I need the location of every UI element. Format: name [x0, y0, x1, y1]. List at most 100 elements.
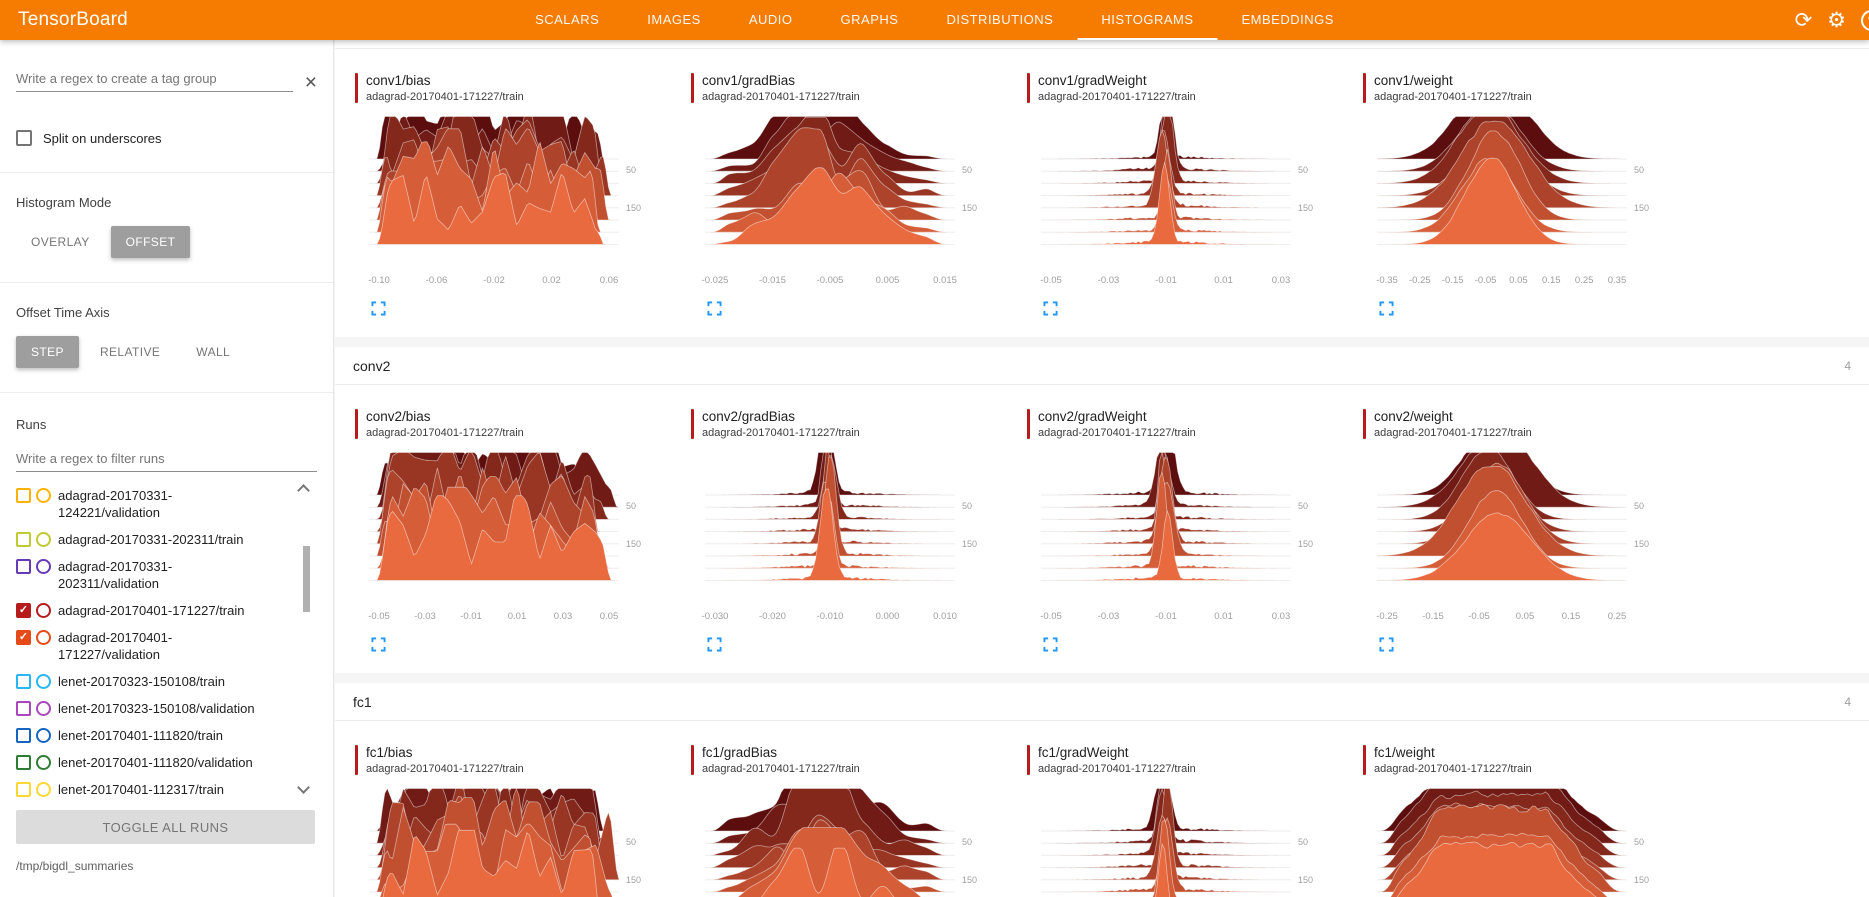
histogram-chart[interactable]: 50 150 — [1377, 785, 1649, 897]
y-tick-label: 50 — [962, 837, 973, 847]
expand-icon[interactable] — [1379, 637, 1395, 653]
tab-audio[interactable]: AUDIO — [748, 11, 793, 27]
histogram-chart[interactable]: 50 150 — [1041, 785, 1313, 897]
expand-icon[interactable] — [1043, 301, 1059, 317]
expand-icon[interactable] — [1379, 301, 1395, 317]
histogram-chart[interactable]: 50 150 — [369, 785, 641, 897]
histogram-svg — [705, 116, 955, 245]
run-item[interactable]: ✓ lenet-20170401-112317/train — [16, 776, 317, 798]
refresh-icon[interactable]: ⟳ — [1794, 8, 1813, 32]
x-tick-label: 0.015 — [933, 275, 957, 286]
help-icon[interactable]: ? — [1861, 9, 1869, 31]
run-item[interactable]: ✓ adagrad-20170331-202311/train — [16, 526, 317, 553]
card-run-name: adagrad-20170401-171227/train — [366, 91, 524, 103]
histogram-chart[interactable]: 50 150 -0.25 -0.15 -0.05 0.05 0.15 0.25 — [1376, 449, 1649, 625]
x-tick-label: 0.15 — [1542, 275, 1561, 286]
expand-icon[interactable] — [707, 637, 723, 653]
run-item[interactable]: ✓ lenet-20170323-150108/train — [16, 668, 317, 695]
run-color-swatch[interactable] — [36, 674, 51, 689]
histogram-chart[interactable]: 50 150 -0.10 -0.06 -0.02 0.02 0.06 — [368, 113, 641, 289]
run-item[interactable]: ✓ lenet-20170401-111820/validation — [16, 749, 317, 776]
x-tick-label: -0.030 — [701, 611, 729, 622]
tag-group-header-conv2[interactable]: conv2 4 — [335, 347, 1869, 385]
run-color-swatch[interactable] — [36, 488, 51, 503]
wall-button[interactable]: WALL — [196, 345, 231, 359]
card-grid: fc1/bias adagrad-20170401-171227/train 5… — [335, 721, 1869, 897]
tab-graphs[interactable]: GRAPHS — [840, 11, 899, 27]
run-color-swatch[interactable] — [36, 630, 51, 645]
clear-icon[interactable]: × — [304, 71, 317, 94]
tab-histograms[interactable]: HISTOGRAMS — [1077, 0, 1218, 40]
tab-distributions[interactable]: DISTRIBUTIONS — [946, 11, 1054, 27]
scrollbar-thumb[interactable] — [303, 546, 310, 612]
run-item[interactable]: ✓ adagrad-20170331-124221/validation — [16, 482, 317, 526]
tab-images[interactable]: IMAGES — [647, 11, 701, 27]
histogram-svg — [369, 452, 619, 581]
x-tick-label: 0.05 — [1509, 275, 1528, 286]
tag-group-regex-input[interactable] — [16, 66, 293, 92]
y-tick-label: 150 — [626, 539, 642, 549]
toggle-all-runs-button[interactable]: TOGGLE ALL RUNS — [16, 810, 315, 844]
run-checkbox[interactable]: ✓ — [16, 701, 31, 716]
run-item[interactable]: ✓ adagrad-20170401-171227/validation — [16, 624, 317, 668]
x-tick-label: -0.05 — [1474, 275, 1497, 286]
settings-icon[interactable]: ⚙ — [1827, 8, 1846, 32]
run-checkbox[interactable]: ✓ — [16, 603, 31, 618]
run-checkbox[interactable]: ✓ — [16, 630, 31, 645]
x-axis: -0.05 -0.03 -0.01 0.01 0.03 — [1040, 275, 1291, 289]
run-checkbox[interactable]: ✓ — [16, 755, 31, 770]
run-checkbox[interactable]: ✓ — [16, 674, 31, 689]
run-item[interactable]: ✓ lenet-20170401-111820/train — [16, 722, 317, 749]
run-checkbox[interactable]: ✓ — [16, 559, 31, 574]
x-tick-label: -0.05 — [1040, 611, 1062, 622]
run-item[interactable]: ✓ adagrad-20170401-171227/train — [16, 597, 317, 624]
histogram-chart[interactable]: 50 150 -0.05 -0.03 -0.01 0.01 0.03 0.05 — [368, 449, 641, 625]
run-checkbox[interactable]: ✓ — [16, 532, 31, 547]
histogram-chart[interactable]: 50 150 — [705, 785, 977, 897]
histogram-mode-section: Histogram Mode OVERLAY OFFSET — [0, 195, 333, 283]
y-tick-label: 150 — [1634, 203, 1650, 213]
check-icon: ✓ — [18, 604, 29, 616]
histogram-chart[interactable]: 50 150 -0.025 -0.015 -0.005 0.005 0.015 — [702, 113, 977, 289]
offset-button[interactable]: OFFSET — [110, 226, 191, 258]
relative-button[interactable]: RELATIVE — [99, 345, 161, 359]
tab-embeddings[interactable]: EMBEDDINGS — [1241, 11, 1334, 27]
x-tick-label: 0.25 — [1607, 611, 1627, 622]
run-color-swatch[interactable] — [36, 782, 51, 797]
run-item[interactable]: ✓ lenet-20170323-150108/validation — [16, 695, 317, 722]
card-run-name: adagrad-20170401-171227/train — [1374, 91, 1532, 103]
split-underscores-checkbox[interactable] — [16, 130, 32, 146]
run-checkbox[interactable]: ✓ — [16, 488, 31, 503]
overlay-button[interactable]: OVERLAY — [31, 235, 90, 249]
y-tick-label: 50 — [626, 165, 637, 175]
x-tick-label: 0.06 — [599, 275, 619, 286]
expand-icon[interactable] — [707, 301, 723, 317]
group-conv1: conv1 4 conv1/bias adagrad-20170401-1712… — [335, 40, 1869, 337]
run-item[interactable]: ✓ adagrad-20170331-202311/validation — [16, 553, 317, 597]
tag-group-header-conv1[interactable]: conv1 4 — [335, 40, 1869, 49]
histogram-card: conv1/gradWeight adagrad-20170401-171227… — [1013, 67, 1349, 331]
run-label: adagrad-20170331-202311/validation — [58, 559, 173, 591]
tab-scalars[interactable]: SCALARS — [535, 11, 600, 27]
tag-group-header-fc1[interactable]: fc1 4 — [335, 683, 1869, 721]
run-color-swatch[interactable] — [36, 532, 51, 547]
histogram-chart[interactable]: 50 150 -0.05 -0.03 -0.01 0.01 0.03 — [1040, 113, 1313, 289]
histogram-chart[interactable]: 50 150 -0.030 -0.020 -0.010 0.000 0.010 — [701, 449, 977, 625]
run-color-swatch[interactable] — [36, 559, 51, 574]
run-filter-input[interactable] — [16, 446, 317, 472]
expand-icon[interactable] — [371, 637, 387, 653]
run-checkbox[interactable]: ✓ — [16, 782, 31, 797]
card-title: fc1/gradWeight — [1038, 745, 1129, 760]
histogram-chart[interactable]: 50 150 -0.35 -0.25 -0.15 -0.05 0.05 0.15 0.25 0… — [1376, 113, 1649, 289]
step-button[interactable]: STEP — [16, 336, 79, 368]
expand-icon[interactable] — [371, 301, 387, 317]
run-color-swatch[interactable] — [36, 701, 51, 716]
histogram-chart[interactable]: 50 150 -0.05 -0.03 -0.01 0.01 0.03 — [1040, 449, 1313, 625]
expand-icon[interactable] — [1043, 637, 1059, 653]
run-color-swatch[interactable] — [36, 728, 51, 743]
run-color-swatch[interactable] — [36, 755, 51, 770]
run-color-swatch[interactable] — [36, 603, 51, 618]
run-checkbox[interactable]: ✓ — [16, 728, 31, 743]
run-color-bar — [691, 73, 694, 103]
split-underscores-option[interactable]: Split on underscores — [16, 130, 317, 146]
